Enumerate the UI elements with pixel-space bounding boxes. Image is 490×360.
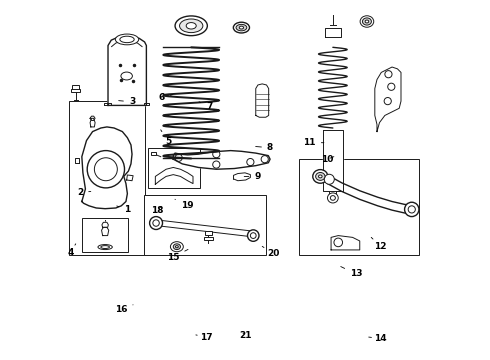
Text: 10: 10 [321,155,334,164]
Polygon shape [325,28,341,37]
Circle shape [405,202,419,217]
Polygon shape [327,175,413,214]
Text: 18: 18 [151,206,163,215]
Bar [299,159,419,255]
Polygon shape [331,235,360,250]
Text: 8: 8 [256,143,273,152]
Ellipse shape [236,24,247,31]
Ellipse shape [316,172,325,180]
Text: 6: 6 [159,93,172,102]
Polygon shape [256,84,269,117]
Polygon shape [90,118,95,127]
Polygon shape [173,150,270,169]
Bar [72,85,79,90]
Ellipse shape [175,246,178,248]
Bar [82,218,128,252]
Text: 20: 20 [262,246,279,258]
Polygon shape [234,173,250,181]
Polygon shape [82,127,132,209]
Polygon shape [108,37,147,105]
Circle shape [324,174,334,184]
Ellipse shape [98,244,112,249]
Ellipse shape [327,193,338,203]
Ellipse shape [360,16,374,27]
Ellipse shape [173,244,180,249]
Text: 1: 1 [117,205,130,214]
Text: 16: 16 [115,305,133,314]
Polygon shape [144,103,149,105]
Text: 9: 9 [244,172,261,181]
Text: 19: 19 [175,199,193,210]
Polygon shape [90,116,95,121]
Ellipse shape [175,16,207,36]
Bar [204,237,213,239]
Ellipse shape [363,18,371,25]
Text: 13: 13 [341,266,363,278]
Text: 4: 4 [67,244,76,257]
Ellipse shape [233,22,249,33]
Ellipse shape [171,242,183,252]
Text: 2: 2 [77,188,91,197]
Polygon shape [101,227,109,235]
Text: 11: 11 [303,138,324,147]
Ellipse shape [179,19,203,33]
Text: 5: 5 [161,130,171,146]
Ellipse shape [313,170,328,183]
Circle shape [149,217,163,229]
Ellipse shape [239,26,244,29]
Polygon shape [104,103,111,105]
Polygon shape [126,175,133,181]
Polygon shape [74,158,79,163]
Text: 14: 14 [368,334,387,343]
Ellipse shape [365,20,368,23]
Polygon shape [375,67,401,132]
Text: 15: 15 [167,249,188,262]
Bar [151,152,156,155]
Bar [205,231,212,234]
Bar [69,101,145,255]
Text: 7: 7 [199,102,212,111]
Bar [144,195,266,255]
Ellipse shape [318,175,322,178]
Polygon shape [155,167,193,184]
Bar [72,89,80,92]
Polygon shape [323,130,343,191]
Polygon shape [102,222,108,227]
Text: 12: 12 [371,237,387,251]
Circle shape [87,150,124,188]
Ellipse shape [115,34,139,45]
Circle shape [247,230,259,241]
Bar [148,148,200,188]
Text: 3: 3 [119,97,135,106]
Text: 21: 21 [239,332,251,341]
Text: 17: 17 [196,333,213,342]
Ellipse shape [186,23,196,29]
